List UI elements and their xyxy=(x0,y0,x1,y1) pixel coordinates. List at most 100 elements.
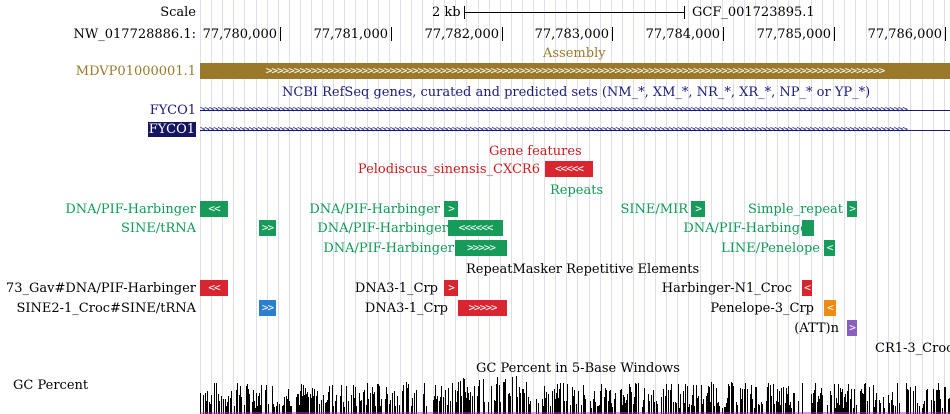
gc-bar xyxy=(443,397,444,414)
repeat-label[interactable]: DNA/PIF-Harbinger xyxy=(317,221,448,236)
gene-feature-label[interactable]: Pelodiscus_sinensis_CXCR6 xyxy=(357,162,540,177)
repeatmasker-label[interactable]: Penelope-3_Crp xyxy=(710,301,814,316)
gc-track-label: GC Percent xyxy=(13,378,89,393)
repeat-label[interactable]: SINE/tRNA xyxy=(120,221,196,236)
gc-bar xyxy=(595,402,596,414)
repeatmasker-label[interactable]: 73_Gav#DNA/PIF-Harbinger xyxy=(5,281,196,296)
repeatmasker-label[interactable]: Harbinger-N1_Croc xyxy=(661,281,792,296)
gc-bar xyxy=(203,394,204,414)
arrow-left-glyph: < xyxy=(827,301,834,314)
repeatmasker-feature[interactable]: > xyxy=(847,320,857,336)
ruler-position-label: 77,784,000 xyxy=(645,27,720,42)
gc-bar xyxy=(774,404,775,414)
gc-bar xyxy=(590,400,591,414)
gc-bar xyxy=(567,384,568,414)
gc-bar xyxy=(895,405,896,414)
gc-bar xyxy=(241,396,242,414)
repeatmasker-feature[interactable]: > xyxy=(444,280,458,296)
gc-bar xyxy=(319,403,320,414)
gc-bar xyxy=(354,398,355,414)
repeat-feature[interactable]: > xyxy=(444,201,458,217)
repeat-feature[interactable]: > xyxy=(847,201,857,217)
gc-bar xyxy=(837,403,838,414)
gc-bar xyxy=(742,388,743,414)
repeat-feature[interactable]: <<<<<< xyxy=(448,220,503,236)
repeatmasker-label[interactable]: SINE2-1_Croc#SINE/tRNA xyxy=(16,301,196,316)
repeat-feature[interactable]: < xyxy=(824,240,835,256)
gc-bar xyxy=(845,393,846,414)
gc-bar xyxy=(510,395,511,414)
gc-bar xyxy=(478,385,479,414)
gc-bar xyxy=(585,398,586,414)
gc-bar xyxy=(758,403,759,414)
repeatmasker-feature[interactable]: < xyxy=(802,280,812,296)
gene-feature-cxcr6[interactable]: <<<<< xyxy=(545,161,593,177)
repeat-label[interactable]: Simple_repeat xyxy=(748,202,843,217)
gc-bar xyxy=(437,395,438,414)
gc-bar xyxy=(395,405,396,414)
gc-bar xyxy=(234,405,235,414)
repeat-feature[interactable]: > xyxy=(691,201,705,217)
contig-label[interactable]: MDVP01000001.1 xyxy=(75,64,196,79)
repeat-label[interactable]: DNA/PIF-Harbinger xyxy=(683,221,814,236)
gc-bar xyxy=(274,406,275,414)
repeat-feature[interactable]: << xyxy=(200,201,228,217)
gc-bar xyxy=(332,384,333,414)
gc-bar xyxy=(745,383,746,414)
gc-bar xyxy=(236,390,237,414)
gc-bar xyxy=(313,396,314,414)
gc-bar xyxy=(812,402,813,414)
gc-bar xyxy=(679,407,680,414)
gc-bar xyxy=(283,405,284,414)
gene-label-fyco1-selected[interactable]: FYCO1 xyxy=(147,122,196,137)
gc-bar xyxy=(483,379,484,414)
gc-bar xyxy=(326,401,327,414)
repeat-feature[interactable] xyxy=(802,220,814,236)
gc-bar xyxy=(893,405,894,414)
repeatmasker-label[interactable]: DNA3-1_Crp xyxy=(354,281,438,296)
gc-bar xyxy=(675,402,676,414)
gc-bar xyxy=(508,394,509,414)
gc-bar xyxy=(403,385,404,414)
gc-bar xyxy=(731,382,732,414)
gc-bar xyxy=(512,377,513,414)
gc-bar xyxy=(445,389,446,414)
repeat-feature[interactable]: >>>>> xyxy=(455,240,507,256)
gc-bar xyxy=(470,392,471,414)
repeatmasker-feature[interactable]: >> xyxy=(259,300,276,316)
repeat-label[interactable]: DNA/PIF-Harbinger xyxy=(309,202,440,217)
gc-bar xyxy=(266,385,267,414)
gc-bar xyxy=(302,396,303,414)
gc-percent-wiggle[interactable] xyxy=(200,372,950,414)
gc-bar xyxy=(853,407,854,414)
repeat-label[interactable]: DNA/PIF-Harbinger xyxy=(65,202,196,217)
gc-bar xyxy=(906,383,907,414)
gene-line-fyco1[interactable] xyxy=(200,110,950,111)
ruler-position-label: 77,780,000 xyxy=(202,27,277,42)
repeatmasker-label[interactable]: CR1-3_Croc xyxy=(875,341,950,356)
gene-line-fyco1-selected[interactable] xyxy=(200,130,950,131)
gc-bar xyxy=(254,401,255,414)
gc-bar xyxy=(456,401,457,414)
gc-bar xyxy=(509,393,510,414)
contig-feature[interactable]: >>>>>>>>>>>>>>>>>>>>>>>>>>>>>>>>>>>>>>>>… xyxy=(200,63,950,79)
repeatmasker-label[interactable]: DNA3-1_Crp xyxy=(364,301,448,316)
repeat-label[interactable]: DNA/PIF-Harbinger xyxy=(323,241,454,256)
repeatmasker-feature[interactable]: << xyxy=(200,280,228,296)
gc-bar xyxy=(211,395,212,414)
gc-bar xyxy=(793,392,794,414)
repeatmasker-feature[interactable]: >>>>> xyxy=(458,300,507,316)
repeat-label[interactable]: LINE/Penelope xyxy=(721,241,820,256)
gc-bar xyxy=(544,386,545,414)
repeatmasker-label[interactable]: (ATT)n xyxy=(794,321,839,336)
gc-bar xyxy=(923,404,924,414)
repeat-label[interactable]: SINE/MIR xyxy=(620,202,688,217)
repeat-feature[interactable]: >> xyxy=(259,220,276,236)
gc-bar xyxy=(321,399,322,414)
repeatmasker-feature[interactable]: < xyxy=(824,300,836,316)
gc-bar xyxy=(306,393,307,414)
gc-bar xyxy=(615,393,616,414)
gc-bar xyxy=(464,379,465,414)
gc-bar xyxy=(244,404,245,414)
gene-label-fyco1[interactable]: FYCO1 xyxy=(149,103,196,118)
